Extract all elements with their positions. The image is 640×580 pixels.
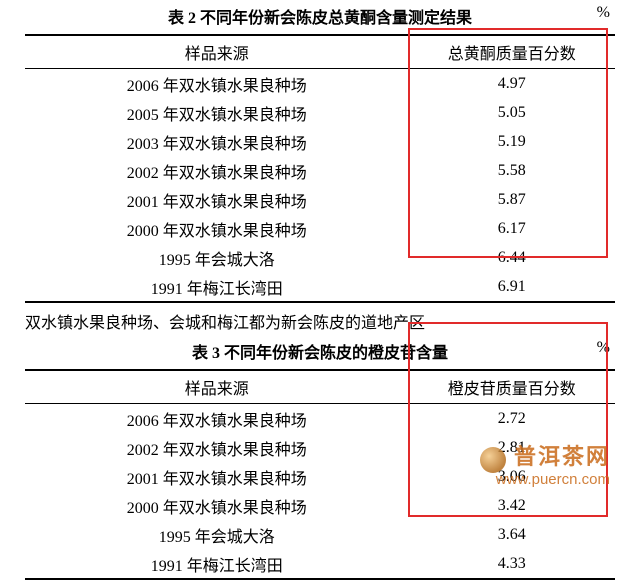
cell-source: 2006 年双水镇水果良种场 bbox=[25, 69, 409, 99]
cell-source: 1991 年梅江长湾田 bbox=[25, 549, 409, 579]
cell-source: 2001 年双水镇水果良种场 bbox=[25, 185, 409, 214]
cell-value: 5.58 bbox=[409, 156, 616, 185]
cell-value: 5.05 bbox=[409, 98, 616, 127]
cell-value: 6.91 bbox=[409, 272, 616, 302]
table-2: 样品来源 总黄酮质量百分数 2006 年双水镇水果良种场4.972005 年双水… bbox=[25, 34, 615, 303]
table-3-wrap: 表 3 不同年份新会陈皮的橙皮苷含量 % 样品来源 橙皮苷质量百分数 2006 … bbox=[0, 335, 640, 580]
table-3-unit: % bbox=[597, 339, 610, 357]
table-row: 2001 年双水镇水果良种场3.06 bbox=[25, 462, 615, 491]
table-row: 2003 年双水镇水果良种场5.19 bbox=[25, 127, 615, 156]
table-row: 2002 年双水镇水果良种场5.58 bbox=[25, 156, 615, 185]
cell-value: 6.44 bbox=[409, 243, 616, 272]
cell-value: 3.64 bbox=[409, 520, 616, 549]
table-2-title: 表 2 不同年份新会陈皮总黄酮含量测定结果 bbox=[168, 10, 472, 27]
table-row: 2002 年双水镇水果良种场2.81 bbox=[25, 433, 615, 462]
table-2-title-row: 表 2 不同年份新会陈皮总黄酮含量测定结果 % bbox=[25, 4, 615, 28]
table-2-wrap: 表 2 不同年份新会陈皮总黄酮含量测定结果 % 样品来源 总黄酮质量百分数 20… bbox=[0, 0, 640, 303]
cell-source: 1995 年会城大洛 bbox=[25, 243, 409, 272]
cell-value: 2.72 bbox=[409, 404, 616, 434]
table-3: 样品来源 橙皮苷质量百分数 2006 年双水镇水果良种场2.722002 年双水… bbox=[25, 369, 615, 580]
cell-source: 2002 年双水镇水果良种场 bbox=[25, 433, 409, 462]
cell-source: 2000 年双水镇水果良种场 bbox=[25, 491, 409, 520]
table-row: 2000 年双水镇水果良种场6.17 bbox=[25, 214, 615, 243]
cell-value: 5.19 bbox=[409, 127, 616, 156]
table-row: 2006 年双水镇水果良种场4.97 bbox=[25, 69, 615, 99]
cell-source: 2002 年双水镇水果良种场 bbox=[25, 156, 409, 185]
table-row: 2005 年双水镇水果良种场5.05 bbox=[25, 98, 615, 127]
table-row: 1995 年会城大洛3.64 bbox=[25, 520, 615, 549]
table-3-col-source: 样品来源 bbox=[25, 370, 409, 404]
table-3-col-value: 橙皮苷质量百分数 bbox=[409, 370, 616, 404]
table-row: 1995 年会城大洛6.44 bbox=[25, 243, 615, 272]
cell-value: 4.33 bbox=[409, 549, 616, 579]
cell-source: 2001 年双水镇水果良种场 bbox=[25, 462, 409, 491]
cell-value: 4.97 bbox=[409, 69, 616, 99]
cell-source: 2005 年双水镇水果良种场 bbox=[25, 98, 409, 127]
cell-source: 1995 年会城大洛 bbox=[25, 520, 409, 549]
cell-source: 2000 年双水镇水果良种场 bbox=[25, 214, 409, 243]
table-row: 1991 年梅江长湾田6.91 bbox=[25, 272, 615, 302]
cell-value: 5.87 bbox=[409, 185, 616, 214]
cell-value: 3.06 bbox=[409, 462, 616, 491]
table-2-unit: % bbox=[597, 4, 610, 22]
cell-source: 2006 年双水镇水果良种场 bbox=[25, 404, 409, 434]
table-row: 2006 年双水镇水果良种场2.72 bbox=[25, 404, 615, 434]
cell-source: 1991 年梅江长湾田 bbox=[25, 272, 409, 302]
table-3-title: 表 3 不同年份新会陈皮的橙皮苷含量 bbox=[192, 345, 448, 362]
caption-between-tables: 双水镇水果良种场、会城和梅江都为新会陈皮的道地产区 bbox=[0, 303, 640, 335]
table-row: 2000 年双水镇水果良种场3.42 bbox=[25, 491, 615, 520]
table-2-col-value: 总黄酮质量百分数 bbox=[409, 35, 616, 69]
table-2-col-source: 样品来源 bbox=[25, 35, 409, 69]
cell-value: 2.81 bbox=[409, 433, 616, 462]
cell-value: 6.17 bbox=[409, 214, 616, 243]
table-row: 2001 年双水镇水果良种场5.87 bbox=[25, 185, 615, 214]
table-row: 1991 年梅江长湾田4.33 bbox=[25, 549, 615, 579]
cell-source: 2003 年双水镇水果良种场 bbox=[25, 127, 409, 156]
table-3-title-row: 表 3 不同年份新会陈皮的橙皮苷含量 % bbox=[25, 339, 615, 363]
cell-value: 3.42 bbox=[409, 491, 616, 520]
